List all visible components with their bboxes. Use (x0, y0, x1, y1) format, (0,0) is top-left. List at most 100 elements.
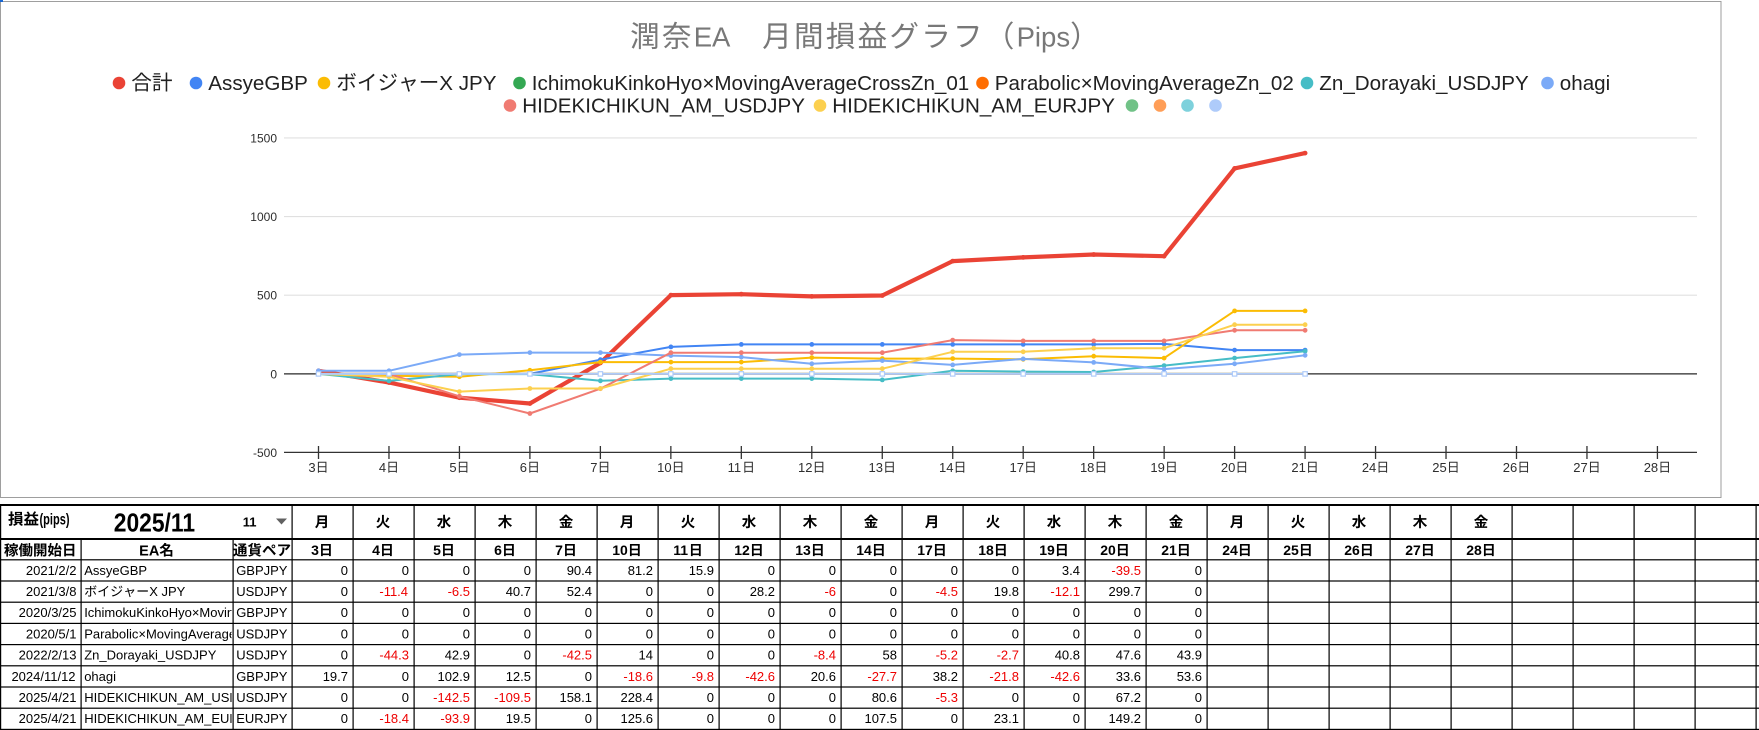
svg-text:19: 19 (1039, 542, 1055, 558)
svg-text:47.6: 47.6 (1116, 648, 1141, 663)
svg-text:0: 0 (951, 626, 958, 641)
svg-text:0: 0 (768, 563, 775, 578)
svg-text:-42.6: -42.6 (1050, 669, 1080, 684)
svg-text:40.7: 40.7 (506, 584, 531, 599)
svg-text:0: 0 (1012, 626, 1019, 641)
svg-text:-6.5: -6.5 (448, 584, 470, 599)
svg-text:ohagi: ohagi (84, 669, 116, 684)
svg-text:19.7: 19.7 (323, 669, 348, 684)
svg-text:19.8: 19.8 (994, 584, 1019, 599)
svg-text:-109.5: -109.5 (494, 690, 531, 705)
svg-text:0: 0 (463, 605, 470, 620)
svg-text:0: 0 (524, 626, 531, 641)
svg-text:0: 0 (341, 563, 348, 578)
svg-text:18: 18 (1080, 460, 1094, 475)
svg-text:-2.7: -2.7 (997, 648, 1019, 663)
svg-text:0: 0 (1012, 690, 1019, 705)
svg-text:0: 0 (341, 648, 348, 663)
svg-text:-39.5: -39.5 (1111, 563, 1141, 578)
svg-text:0: 0 (1073, 605, 1080, 620)
svg-text:0: 0 (768, 605, 775, 620)
svg-text:-11.4: -11.4 (379, 584, 408, 599)
svg-text:-18.4: -18.4 (379, 711, 409, 726)
svg-text:0: 0 (768, 711, 775, 726)
svg-text:26: 26 (1344, 542, 1360, 558)
svg-text:HIDEKICHIKUN_AM_EURJPY: HIDEKICHIKUN_AM_EURJPY (84, 711, 263, 726)
svg-text:0: 0 (341, 584, 348, 599)
svg-text:12: 12 (798, 460, 812, 475)
svg-text:-5.3: -5.3 (936, 690, 958, 705)
svg-text:26: 26 (1503, 460, 1517, 475)
svg-text:0: 0 (768, 648, 775, 663)
svg-text:42.9: 42.9 (445, 648, 470, 663)
svg-text:17: 17 (917, 542, 933, 558)
svg-text:0: 0 (402, 690, 409, 705)
svg-text:-42.6: -42.6 (745, 669, 775, 684)
svg-text:2021/3/8: 2021/3/8 (26, 584, 77, 599)
svg-text:1000: 1000 (250, 210, 277, 224)
svg-text:4: 4 (379, 460, 386, 475)
svg-text:0: 0 (829, 711, 836, 726)
svg-text:13: 13 (869, 460, 883, 475)
svg-text:AssyeGBP: AssyeGBP (84, 563, 147, 578)
svg-text:14: 14 (856, 542, 872, 558)
svg-text:19.5: 19.5 (506, 711, 531, 726)
svg-text:10: 10 (657, 460, 671, 475)
svg-text:12: 12 (734, 542, 750, 558)
svg-text:GBPJPY: GBPJPY (236, 605, 288, 620)
svg-text:0: 0 (341, 605, 348, 620)
svg-text:80.6: 80.6 (872, 690, 897, 705)
svg-text:0: 0 (1073, 690, 1080, 705)
svg-text:158.1: 158.1 (559, 690, 592, 705)
svg-text:2020/3/25: 2020/3/25 (19, 605, 77, 620)
svg-text:0: 0 (951, 711, 958, 726)
svg-text:0: 0 (1195, 626, 1202, 641)
svg-text:27: 27 (1573, 460, 1587, 475)
svg-text:0: 0 (768, 626, 775, 641)
svg-text:AssyeGBP: AssyeGBP (208, 72, 308, 95)
svg-text:GBPJPY: GBPJPY (236, 669, 288, 684)
svg-text:0: 0 (463, 563, 470, 578)
svg-text:500: 500 (257, 289, 277, 303)
svg-text:0: 0 (1195, 605, 1202, 620)
svg-text:0: 0 (585, 626, 592, 641)
svg-text:67.2: 67.2 (1116, 690, 1141, 705)
svg-text:-21.8: -21.8 (989, 669, 1019, 684)
svg-text:102.9: 102.9 (437, 669, 470, 684)
svg-text:11: 11 (728, 460, 742, 475)
svg-text:IchimokuKinkoHyo×MovingAverage: IchimokuKinkoHyo×MovingAverageCrossZn_01 (532, 72, 969, 95)
svg-text:HIDEKICHIKUN_AM_USDJPY: HIDEKICHIKUN_AM_USDJPY (522, 94, 805, 117)
svg-text:15.9: 15.9 (689, 563, 714, 578)
svg-text:(pips): (pips) (40, 512, 70, 529)
svg-text:149.2: 149.2 (1108, 711, 1141, 726)
svg-text:0: 0 (1134, 626, 1141, 641)
svg-text:0: 0 (402, 626, 409, 641)
svg-text:EURJPY: EURJPY (236, 711, 288, 726)
svg-text:0: 0 (707, 605, 714, 620)
svg-text:0: 0 (1073, 626, 1080, 641)
svg-text:81.2: 81.2 (628, 563, 653, 578)
svg-text:0: 0 (829, 563, 836, 578)
svg-text:0: 0 (341, 690, 348, 705)
svg-text:24: 24 (1362, 460, 1376, 475)
svg-text:0: 0 (463, 626, 470, 641)
svg-text:0: 0 (402, 605, 409, 620)
svg-text:0: 0 (1012, 605, 1019, 620)
svg-text:3: 3 (311, 542, 319, 558)
svg-text:0: 0 (707, 690, 714, 705)
svg-text:28.2: 28.2 (750, 584, 775, 599)
svg-text:0: 0 (1012, 563, 1019, 578)
svg-text:0: 0 (585, 669, 592, 684)
svg-text:0: 0 (1195, 584, 1202, 599)
svg-text:Parabolic×MovingAverageZn_02: Parabolic×MovingAverageZn_02 (995, 72, 1294, 95)
svg-text:4: 4 (372, 542, 380, 558)
svg-text:28: 28 (1466, 542, 1482, 558)
svg-text:0: 0 (524, 605, 531, 620)
svg-text:0: 0 (270, 367, 277, 381)
svg-text:-93.9: -93.9 (440, 711, 470, 726)
svg-text:0: 0 (951, 563, 958, 578)
svg-text:USDJPY: USDJPY (236, 626, 288, 641)
svg-text:0: 0 (890, 605, 897, 620)
svg-text:-5.2: -5.2 (936, 648, 958, 663)
svg-text:Zn_Dorayaki_USDJPY: Zn_Dorayaki_USDJPY (84, 648, 217, 663)
